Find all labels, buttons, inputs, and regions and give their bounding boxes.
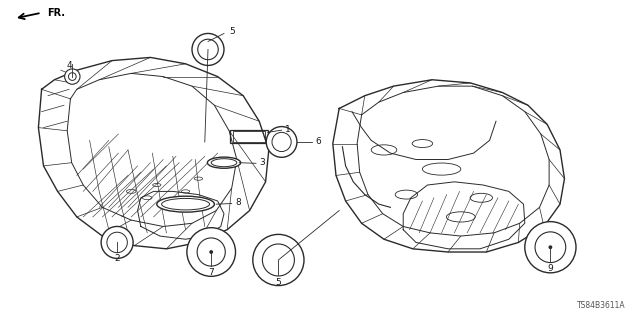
Ellipse shape bbox=[548, 245, 552, 249]
Bar bbox=[233, 131, 265, 142]
Text: 3: 3 bbox=[259, 158, 265, 167]
Text: TS84B3611A: TS84B3611A bbox=[577, 301, 626, 310]
Text: 8: 8 bbox=[235, 198, 241, 207]
Text: 4: 4 bbox=[67, 61, 72, 70]
Ellipse shape bbox=[187, 228, 236, 276]
Ellipse shape bbox=[65, 69, 80, 84]
Text: FR.: FR. bbox=[47, 8, 65, 19]
Bar bbox=[230, 130, 268, 143]
Ellipse shape bbox=[157, 196, 214, 212]
Text: 1: 1 bbox=[285, 125, 291, 134]
Ellipse shape bbox=[525, 222, 576, 273]
Ellipse shape bbox=[207, 157, 241, 168]
Text: 9: 9 bbox=[548, 264, 553, 273]
Text: 5: 5 bbox=[276, 278, 281, 286]
Ellipse shape bbox=[101, 226, 133, 258]
Text: 7: 7 bbox=[209, 268, 214, 277]
Text: 5: 5 bbox=[229, 27, 235, 36]
Text: 6: 6 bbox=[315, 137, 321, 146]
Ellipse shape bbox=[253, 234, 304, 286]
Text: 2: 2 bbox=[115, 254, 120, 263]
Ellipse shape bbox=[266, 127, 297, 157]
Ellipse shape bbox=[209, 250, 213, 254]
Ellipse shape bbox=[192, 33, 224, 65]
